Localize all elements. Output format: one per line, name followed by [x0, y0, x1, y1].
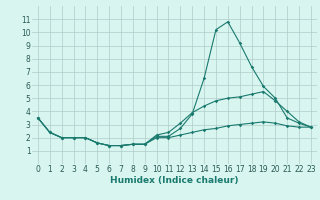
X-axis label: Humidex (Indice chaleur): Humidex (Indice chaleur)	[110, 176, 239, 185]
